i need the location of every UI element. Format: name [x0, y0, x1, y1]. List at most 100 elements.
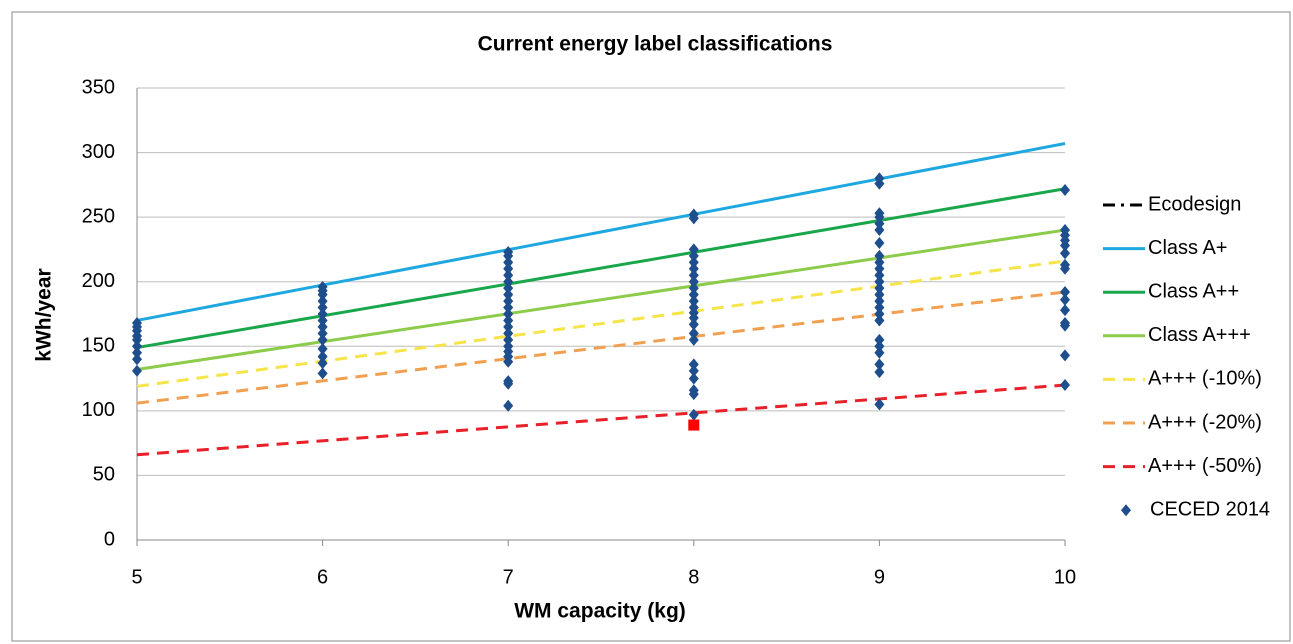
data-point [317, 327, 328, 340]
data-point [874, 172, 885, 185]
data-point [874, 256, 885, 269]
data-point [317, 320, 328, 333]
data-point [688, 256, 699, 269]
data-point [503, 327, 514, 340]
legend-label: CECED 2014 [1150, 498, 1270, 520]
data-point [503, 282, 514, 295]
data-point [132, 353, 142, 366]
data-point [874, 358, 885, 371]
data-point [503, 288, 514, 301]
data-point [688, 384, 699, 397]
x-tick-label: 8 [688, 566, 699, 588]
chart-frame [11, 11, 1291, 642]
y-tick-label: 100 [82, 399, 115, 421]
data-point [317, 280, 328, 293]
data-point [688, 408, 699, 421]
data-point [132, 317, 142, 330]
legend-label: A+++ (-20%) [1148, 411, 1262, 433]
data-point [503, 308, 514, 320]
data-point [1060, 379, 1070, 392]
data-point [132, 340, 142, 353]
y-tick-label: 350 [82, 76, 115, 98]
data-point [874, 314, 885, 327]
data-point [688, 364, 699, 377]
data-point [317, 342, 328, 355]
data-point [132, 364, 142, 377]
data-point [317, 357, 328, 370]
data-point [503, 275, 514, 288]
y-tick-label: 0 [104, 528, 115, 550]
data-point [317, 314, 328, 327]
data-point [874, 340, 885, 353]
data-point [688, 301, 699, 314]
y-tick-label: 50 [93, 464, 115, 486]
data-point [874, 269, 885, 282]
data-point [1060, 349, 1070, 362]
x-axis-title: WM capacity (kg) [514, 600, 686, 623]
data-point [503, 295, 514, 308]
y-axis-title: kWh/year [33, 268, 56, 361]
data-point [874, 301, 885, 314]
data-point [503, 340, 514, 353]
legend-label: Class A+ [1148, 237, 1227, 259]
data-point [1060, 258, 1070, 271]
legend-label: Class A+++ [1148, 324, 1251, 346]
data-point [503, 375, 514, 388]
data-point [503, 246, 514, 259]
legend-label: A+++ (-50%) [1148, 455, 1262, 477]
data-point [1060, 304, 1070, 317]
data-point [317, 367, 328, 380]
x-tick-label: 7 [503, 566, 514, 588]
data-point [874, 333, 885, 346]
data-point [688, 275, 699, 288]
series-line [136, 290, 1066, 405]
chart-title: Current energy label classifications [478, 33, 833, 56]
data-point [688, 249, 699, 262]
data-point [688, 333, 699, 346]
data-point [688, 372, 699, 385]
data-point [874, 275, 885, 288]
y-tick-label: 200 [82, 270, 115, 292]
series-line [136, 383, 1066, 457]
data-point [874, 262, 885, 275]
data-point [874, 249, 885, 262]
data-point [874, 308, 885, 320]
data-point [503, 333, 514, 346]
data-point [688, 288, 699, 301]
data-point [688, 318, 699, 331]
data-point [688, 358, 699, 371]
data-point [1060, 317, 1070, 330]
data-point [688, 208, 699, 221]
legend-label: A+++ (-10%) [1148, 368, 1262, 390]
data-point [317, 301, 328, 314]
data-point [688, 327, 699, 340]
data-point [1060, 184, 1070, 197]
x-tick-label: 5 [131, 566, 142, 588]
data-point [874, 346, 885, 359]
data-point [688, 262, 699, 275]
series-line [136, 187, 1066, 350]
data-point [688, 282, 699, 295]
x-tick-label: 6 [317, 566, 328, 588]
data-point [874, 224, 885, 237]
y-tick-label: 250 [82, 205, 115, 227]
series-line [136, 142, 1066, 322]
legend-label: Ecodesign [1148, 193, 1241, 215]
series-line [136, 259, 1066, 388]
data-point [874, 295, 885, 308]
data-point [874, 207, 885, 220]
y-tick-label: 300 [82, 141, 115, 163]
data-point [503, 320, 514, 333]
data-point [317, 333, 328, 346]
data-point [688, 419, 700, 431]
data-point [1060, 247, 1070, 260]
legend-marker [1121, 504, 1131, 517]
data-point [503, 256, 514, 269]
data-point [503, 399, 514, 412]
data-point [317, 350, 328, 363]
data-point [688, 269, 699, 282]
data-point [503, 314, 514, 327]
data-point [1060, 224, 1070, 237]
data-point [874, 398, 885, 411]
x-tick-label: 9 [874, 566, 885, 588]
